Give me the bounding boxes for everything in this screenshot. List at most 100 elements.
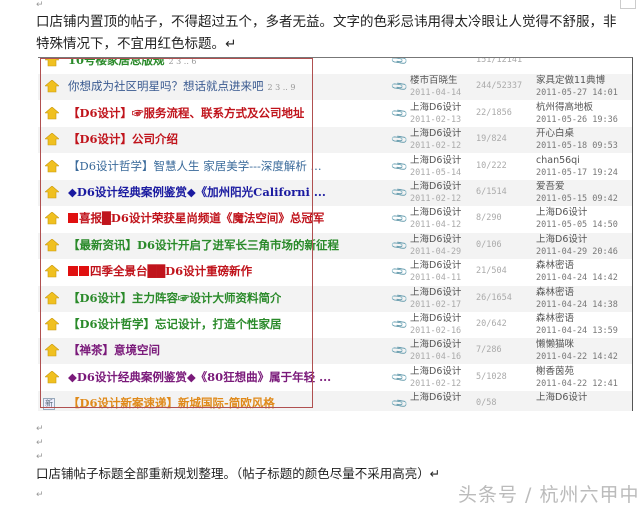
red-square-icon bbox=[68, 266, 78, 277]
author[interactable]: 上海D6设计 bbox=[410, 392, 462, 404]
thread-row[interactable]: 新【D6设计新案速递】新城国际-简欧风格 📎 上海D6设计 0/58 上海D6设计 bbox=[38, 391, 632, 411]
last-post-time: 2011-05-27 14:01 bbox=[536, 88, 618, 99]
attachment-icon: 📎 bbox=[390, 156, 410, 176]
attachment-icon: 📎 bbox=[390, 77, 410, 97]
attachment-icon: 📎 bbox=[390, 130, 410, 150]
last-poster[interactable]: 森林密语 bbox=[536, 260, 575, 272]
sticky-thread-icon bbox=[45, 58, 59, 67]
thread-title[interactable]: 喜报█D6设计荣获星尚频道《魔法空间》总冠军 bbox=[79, 211, 325, 226]
reply-view-count: 22/1856 bbox=[476, 107, 512, 118]
sticky-thread-icon bbox=[45, 370, 59, 384]
thread-row[interactable]: 【D6设计】主力阵容☞设计大师资料简介 📎 上海D6设计 2011-02-17 26/1… bbox=[38, 285, 632, 312]
thread-title[interactable]: 【D6设计哲学】智慧人生 家居美学---深度解析 ... bbox=[68, 158, 322, 173]
last-poster[interactable]: 家具定做11典博 bbox=[536, 75, 606, 87]
thread-title[interactable]: ◆D6设计经典案例鉴赏◆《加州阳光Californi ... bbox=[68, 185, 326, 199]
last-poster[interactable]: 森林密语 bbox=[536, 286, 575, 298]
thread-title[interactable]: 四季全景台██D6设计重磅新作 bbox=[90, 264, 253, 279]
post-date: 2011-04-29 bbox=[410, 246, 462, 257]
last-poster[interactable]: 杭州得高地板 bbox=[536, 101, 594, 113]
last-poster[interactable]: 懒懒猫咪 bbox=[536, 339, 575, 351]
last-poster[interactable]: 爱吾爱 bbox=[536, 181, 565, 192]
post-date: 2011-02-12 bbox=[410, 194, 462, 204]
reply-view-count: 20/642 bbox=[476, 319, 507, 329]
thread-title[interactable]: 【最新资讯】D6设计开启了进军长三角市场的新征程 bbox=[68, 237, 339, 252]
sticky-thread-icon bbox=[45, 80, 59, 93]
thread-title[interactable]: 【D6设计新案速递】新城国际-简欧风格 bbox=[68, 396, 275, 411]
author[interactable]: 上海D6设计 bbox=[410, 339, 462, 351]
thread-row[interactable]: ◆D6设计经典案例鉴赏◆《80狂想曲》属于年轻 ... 📎 上海D6设计 2011-0… bbox=[38, 365, 632, 391]
paragraph-mark: ↵ bbox=[36, 0, 44, 10]
post-date: 2011-02-16 bbox=[410, 326, 462, 336]
author[interactable]: 上海D6设计 bbox=[410, 233, 462, 245]
thread-title[interactable]: 【D6设计】☞服务流程、联系方式及公司地址 bbox=[68, 105, 305, 120]
last-poster[interactable]: 上海D6设计 bbox=[536, 233, 588, 245]
attachment-icon: 📎 bbox=[390, 394, 410, 411]
page-links[interactable]: 2 3 .. 9 bbox=[267, 83, 296, 93]
sticky-thread-icon bbox=[45, 186, 59, 199]
last-post-time: 2011-04-29 20:46 bbox=[536, 246, 618, 257]
last-post-time: 2011-05-26 09:2 bbox=[536, 58, 613, 61]
last-poster[interactable]: chan56qi bbox=[536, 154, 580, 166]
author[interactable]: 上海D6设计 bbox=[410, 365, 462, 377]
thread-row[interactable]: 你想成为社区明星吗？想话就点进来吧 2 3 .. 9 📎 楼市百晓生 2011-04-1… bbox=[38, 74, 632, 101]
reply-view-count: 151/12141 bbox=[476, 57, 523, 65]
author[interactable]: 上海D6设计 bbox=[410, 128, 462, 140]
page-links[interactable]: 2 3 .. 6 bbox=[168, 57, 197, 66]
author[interactable]: 上海D6设计 bbox=[410, 154, 462, 166]
thread-row[interactable]: ◆D6设计经典案例鉴赏◆《加州阳光Californi ... 📎 上海D6设计 201… bbox=[38, 180, 632, 206]
sticky-thread-icon bbox=[45, 291, 59, 304]
last-poster[interactable]: 上海D6设计 bbox=[536, 392, 588, 404]
reply-view-count: 26/1654 bbox=[476, 292, 512, 303]
thread-title[interactable]: 【禅茶】意境空间 bbox=[68, 343, 160, 358]
thread-title[interactable]: 【D6设计哲学】忘记设计，打造个性家居 bbox=[68, 317, 282, 331]
red-square-icon bbox=[68, 213, 78, 224]
thread-row[interactable]: 【D6设计哲学】忘记设计，打造个性家居 📎 上海D6设计 2011-02-16 20/6… bbox=[38, 312, 632, 338]
author[interactable]: 楼市百晓生 bbox=[410, 75, 458, 87]
post-date: 2011-02-17 bbox=[410, 299, 462, 310]
last-post-time: 2011-05-17 19:24 bbox=[536, 167, 618, 178]
thread-row[interactable]: 【D6设计哲学】智慧人生 家居美学---深度解析 ... 📎 上海D6设计 2011-… bbox=[38, 154, 632, 180]
paragraph-mark: ↵ bbox=[36, 490, 44, 500]
reply-view-count: 6/1514 bbox=[476, 187, 507, 197]
author[interactable]: 上海D6设计 bbox=[410, 313, 462, 324]
last-post-time: 2011-05-18 09:53 bbox=[536, 141, 618, 152]
attachment-icon: 📎 bbox=[390, 103, 410, 123]
thread-title[interactable]: ◆D6设计经典案例鉴赏◆《80狂想曲》属于年轻 ... bbox=[68, 369, 332, 384]
last-poster[interactable]: 开心白桌 bbox=[536, 128, 575, 140]
thread-title[interactable]: 【D6设计】公司介绍 bbox=[68, 132, 178, 147]
sticky-thread-icon bbox=[45, 212, 59, 225]
author[interactable]: 上海D6设计 bbox=[410, 207, 462, 219]
thread-row[interactable]: 【最新资讯】D6设计开启了进军长三角市场的新征程 📎 上海D6设计 2011-04-2… bbox=[38, 232, 632, 259]
thread-row[interactable]: 四季全景台██D6设计重磅新作 📎 上海D6设计 2011-04-11 21/504 森林… bbox=[38, 259, 632, 285]
attachment-icon: 📎 bbox=[390, 235, 410, 255]
attachment-icon: 📎 bbox=[390, 57, 410, 70]
paragraph-mark: ↵ bbox=[36, 424, 44, 434]
last-post-time: 2011-04-24 14:38 bbox=[536, 299, 618, 310]
red-square-icon bbox=[79, 266, 89, 277]
thread-title[interactable]: 10号楼家居总版规 bbox=[68, 57, 165, 67]
last-poster[interactable]: 榭香茵苑 bbox=[536, 365, 575, 377]
last-post-time: 2011-05-26 19:36 bbox=[536, 114, 618, 125]
last-poster[interactable]: 上海D6设计 bbox=[536, 207, 588, 219]
thread-row[interactable]: 喜报█D6设计荣获星尚频道《魔法空间》总冠军 📎 上海D6设计 2011-04-12 8… bbox=[38, 206, 632, 232]
thread-title[interactable]: 你想成为社区明星吗？想话就点进来吧 bbox=[68, 79, 264, 94]
post-date: 2011-04-11 bbox=[410, 273, 462, 284]
paragraph-mark: ↵ bbox=[36, 452, 44, 462]
sticky-thread-icon bbox=[45, 238, 59, 252]
author[interactable]: 上海D6设计 bbox=[410, 286, 462, 298]
author[interactable]: 上海D6设计 bbox=[410, 260, 462, 272]
author[interactable]: 上海D6设计 bbox=[410, 181, 462, 192]
watermark: 头条号 / 杭州六甲中 bbox=[458, 484, 640, 506]
paragraph-1: 口店铺内置顶的帖子，不得超过五个，多者无益。文字的色彩忌讳用得太冷眼让人觉得不舒… bbox=[36, 14, 617, 52]
thread-row[interactable]: 【D6设计】公司介绍 📎 上海D6设计 2011-02-12 19/824 开心白桌 201… bbox=[38, 127, 632, 154]
thread-row[interactable]: 【禅茶】意境空间 📎 上海D6设计 2011-04-16 7/286 懒懒猫咪 2011-0… bbox=[38, 338, 632, 365]
thread-title[interactable]: 【D6设计】主力阵容☞设计大师资料简介 bbox=[68, 290, 282, 305]
last-poster[interactable]: 森林密语 bbox=[536, 313, 575, 324]
reply-view-count: 0/58 bbox=[476, 398, 497, 409]
last-post-time: 2011-04-24 13:59 bbox=[536, 326, 618, 336]
sticky-thread-icon bbox=[45, 159, 59, 172]
author[interactable]: 上海D6设计 bbox=[410, 101, 462, 113]
last-post-time: 2011-04-22 14:42 bbox=[536, 352, 618, 363]
thread-row[interactable]: 【D6设计】☞服务流程、联系方式及公司地址 📎 上海D6设计 2011-02-13 22… bbox=[38, 101, 632, 127]
